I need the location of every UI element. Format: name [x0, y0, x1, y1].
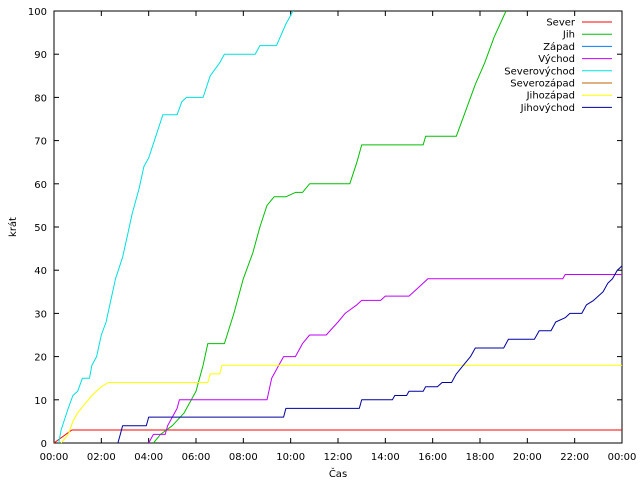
series-line-7: [117, 265, 623, 444]
legend-label-1: Jih: [562, 30, 575, 41]
y-axis-label: krát: [7, 217, 19, 237]
series-lines: [53, 10, 623, 444]
legend: SeverJihZápadVýchodSeverovýchodSeverozáp…: [504, 18, 612, 114]
x-tick-label: 18:00: [466, 452, 495, 463]
y-tick-label: 50: [34, 223, 47, 234]
x-axis-label: Čas: [329, 467, 347, 480]
y-tick-label: 70: [34, 137, 47, 148]
x-tick-label: 12:00: [324, 452, 353, 463]
legend-label-3: Východ: [538, 53, 575, 65]
x-tick-label: 00:00: [40, 452, 69, 463]
legend-label-6: Jihozápad: [526, 90, 575, 102]
series-line-6: [60, 364, 622, 444]
x-tick-label: 10:00: [276, 452, 305, 463]
legend-label-5: Severozápad: [510, 78, 575, 90]
x-tick-label: 02:00: [87, 452, 116, 463]
y-tick-label: 30: [34, 309, 47, 320]
legend-label-7: Jihovýchod: [520, 102, 575, 114]
legend-label-0: Sever: [546, 18, 576, 29]
y-tick-label: 40: [34, 266, 47, 277]
x-tick-label: 16:00: [418, 452, 447, 463]
x-tick-label: 04:00: [134, 452, 163, 463]
axis-ticks: 00:00 02:00 04:00 06:00 08:00 10:00 12:00 14:00…: [28, 7, 637, 463]
x-tick-label: 22:00: [560, 452, 589, 463]
x-tick-label: 06:00: [182, 452, 211, 463]
y-tick-label: 80: [34, 93, 47, 104]
series-line-4: [58, 10, 294, 444]
x-tick-label: 08:00: [229, 452, 258, 463]
x-tick-label: 14:00: [371, 452, 400, 463]
series-line-3: [148, 274, 622, 444]
x-tick-label: 20:00: [513, 452, 542, 463]
y-tick-label: 100: [28, 7, 47, 18]
x-tick-label: 00:00: [608, 452, 637, 463]
y-tick-label: 90: [34, 50, 47, 61]
y-tick-label: 10: [34, 396, 47, 407]
series-line-1: [153, 10, 507, 444]
legend-label-4: Severovýchod: [504, 65, 575, 77]
y-tick-label: 20: [34, 353, 47, 364]
y-tick-label: 60: [34, 180, 47, 191]
legend-label-2: Západ: [543, 41, 575, 53]
y-tick-label: 0: [41, 439, 47, 450]
